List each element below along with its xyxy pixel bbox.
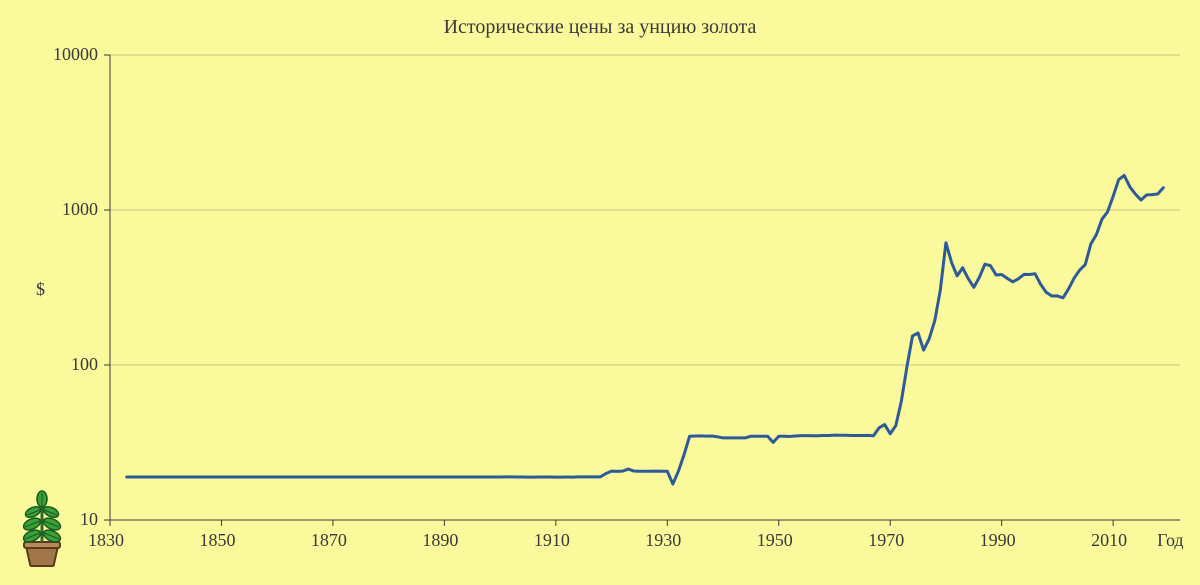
x-tick-label: 1970 xyxy=(868,530,904,551)
chart-svg xyxy=(0,0,1200,585)
y-axis-label: $ xyxy=(36,279,45,300)
x-tick-label: 1870 xyxy=(311,530,347,551)
y-tick-label: 1000 xyxy=(62,199,98,220)
x-tick-label: 1890 xyxy=(422,530,458,551)
y-tick-label: 100 xyxy=(71,354,98,375)
x-tick-label: 1830 xyxy=(88,530,124,551)
x-tick-label: 1930 xyxy=(645,530,681,551)
chart-container: Исторические цены за унцию золота $ Год … xyxy=(0,0,1200,585)
x-axis-label: Год xyxy=(1157,530,1183,551)
x-tick-label: 1950 xyxy=(757,530,793,551)
y-tick-label: 10000 xyxy=(53,44,98,65)
plant-icon xyxy=(12,490,72,573)
x-tick-label: 1990 xyxy=(980,530,1016,551)
x-tick-label: 2010 xyxy=(1091,530,1127,551)
x-tick-label: 1850 xyxy=(199,530,235,551)
x-tick-label: 1910 xyxy=(534,530,570,551)
y-tick-label: 10 xyxy=(80,509,98,530)
chart-title: Исторические цены за унцию золота xyxy=(0,16,1200,39)
